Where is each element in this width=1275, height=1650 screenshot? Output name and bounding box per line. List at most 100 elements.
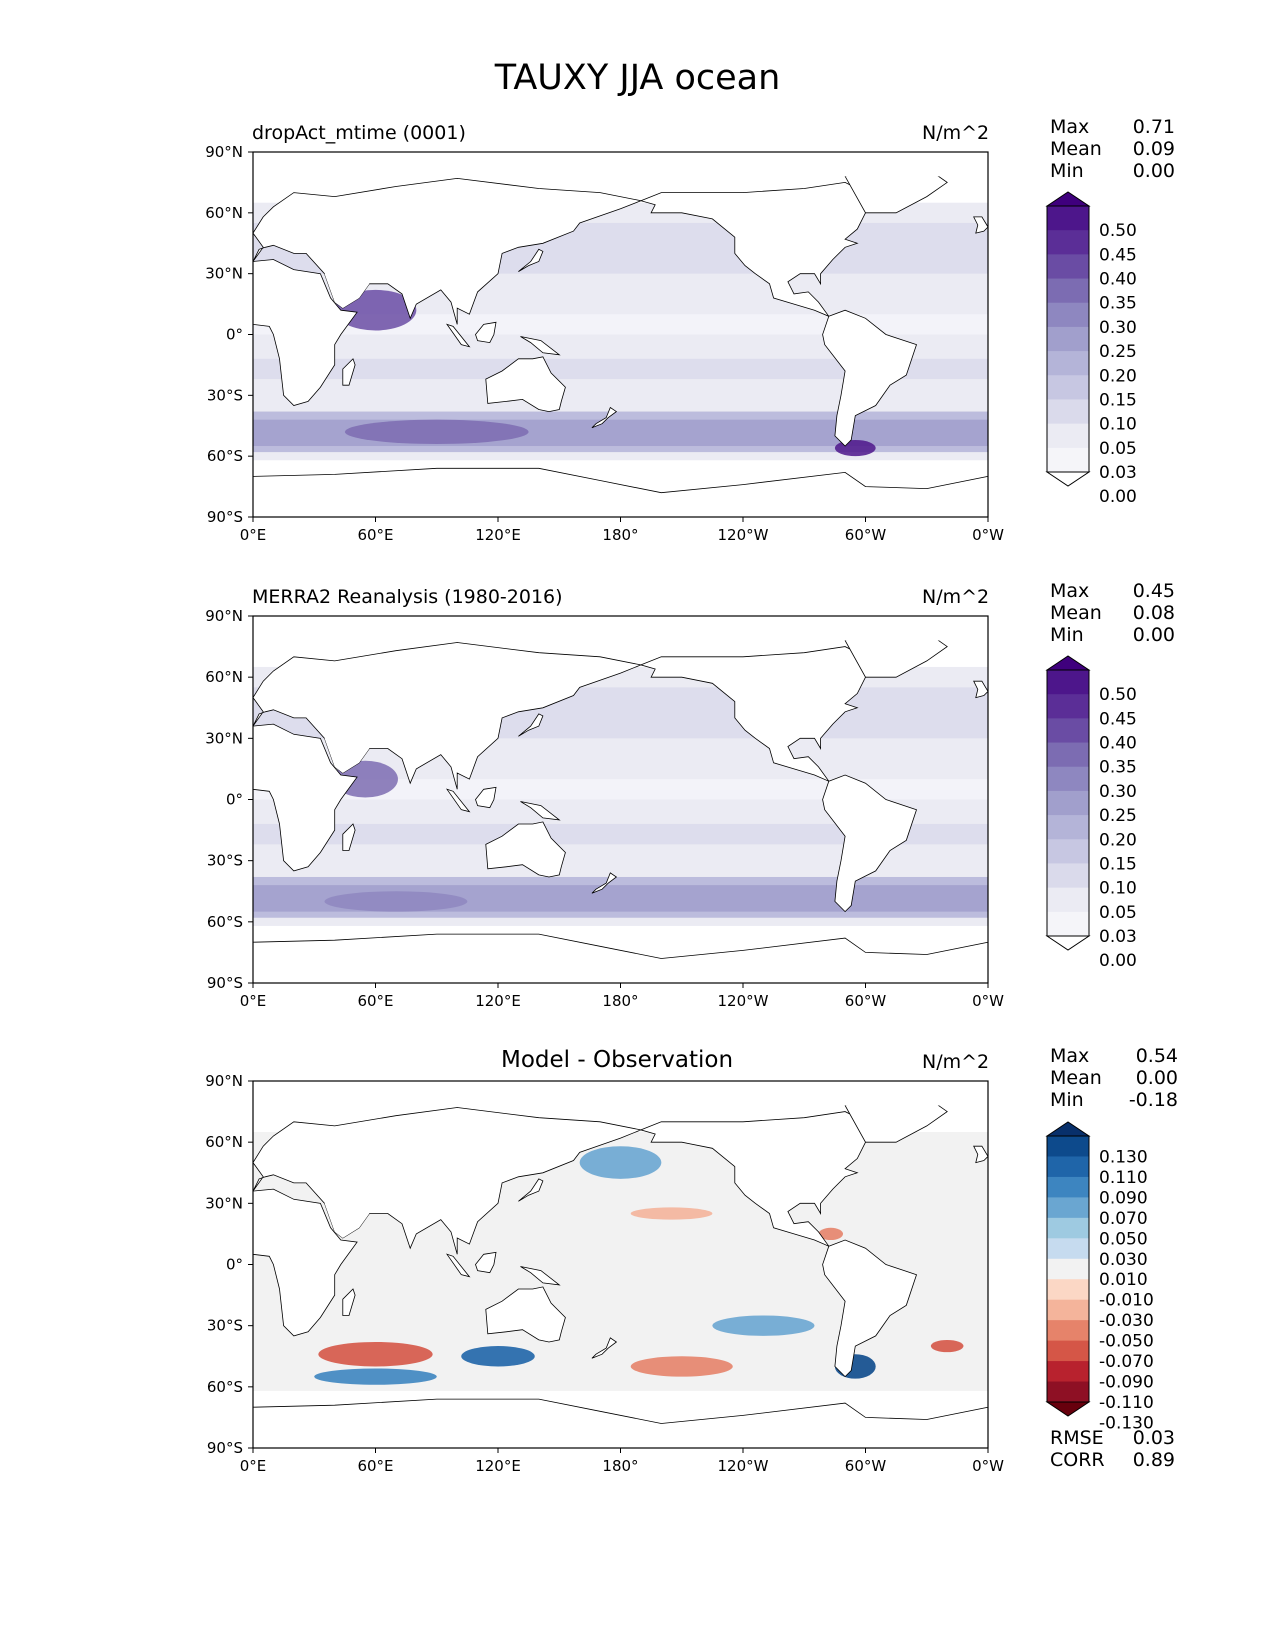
colorbar-segment: [1047, 1197, 1089, 1219]
colorbar-tick-label: 0.00: [1099, 487, 1137, 507]
south-pacific-positive: [712, 1315, 815, 1336]
borneo-land: [475, 786, 497, 809]
stat-max-value: 0.45: [1132, 580, 1175, 602]
uk-land: [973, 1145, 989, 1164]
corr-label: CORR: [1050, 1449, 1105, 1471]
stat-min-value: 0.00: [1132, 160, 1175, 182]
colorbar-tick-label: 0.110: [1099, 1168, 1148, 1188]
new-guinea-land: [520, 801, 561, 821]
lon-tick-label: 180°: [602, 526, 638, 544]
nz-land: [591, 1337, 618, 1359]
rmse-value: 0.03: [1132, 1427, 1175, 1449]
colorbar-extend-top: [1045, 655, 1091, 671]
colorbar-tick-label: 0.130: [1099, 1147, 1148, 1167]
panel-3-stat-values: 0.54 0.00 -0.18: [1110, 1045, 1178, 1111]
south-tropical-band: [253, 823, 988, 845]
sumatra-land: [445, 1253, 471, 1278]
colorbar-segment: [1047, 326, 1089, 352]
colorbar-tick-label: 0.10: [1099, 879, 1137, 899]
stat-mean-label: Mean: [1050, 602, 1102, 624]
rmse-label: RMSE: [1050, 1427, 1104, 1449]
colorbar-tick-label: 0.45: [1099, 709, 1137, 729]
s-america-land: [822, 309, 918, 447]
panel-1-title: dropAct_mtime (0001): [252, 122, 466, 144]
lon-tick-label: 60°E: [357, 992, 393, 1010]
south-pacific-negative: [630, 1356, 733, 1377]
colorbar-extend-top: [1045, 191, 1091, 207]
colorbar-tick-label: -0.070: [1099, 1352, 1154, 1372]
africa-land: [252, 259, 358, 406]
borneo-land: [475, 1251, 497, 1274]
colorbar-tick-label: 0.090: [1099, 1188, 1148, 1208]
colorbar-segment: [1047, 1258, 1089, 1280]
colorbar-tick-label: -0.050: [1099, 1332, 1154, 1352]
colorbar-tick-label: 0.20: [1099, 366, 1137, 386]
panel-1-colorbar: 0.50 0.45 0.40 0.35 0.30 0.25 0.20 0.15 0.10 0.05…: [1045, 191, 1137, 507]
south-tropical-band: [253, 358, 988, 380]
lon-tick-label: 180°: [602, 1457, 638, 1475]
colorbar-segment: [1047, 1238, 1089, 1260]
colorbar-tick-label: -0.130: [1099, 1413, 1154, 1433]
lat-tick-label: 30°N: [205, 265, 243, 283]
lat-tick-label: 60°S: [207, 1378, 243, 1396]
colorbar-segment: [1047, 670, 1089, 695]
colorbar-frame: [1046, 1135, 1090, 1403]
antarctica-land: [252, 467, 989, 518]
colorbar-segment: [1047, 351, 1089, 376]
panel-2-map: 0°E 60°E 120°E 180° 120°W 60°W 0°W 90°N 60°N 30°N…: [205, 607, 1004, 1010]
stat-mean-label: Mean: [1050, 138, 1102, 160]
borneo-land: [475, 321, 497, 344]
north-pacific-negative: [630, 1207, 713, 1220]
lon-tick-label: 60°E: [357, 1457, 393, 1475]
south-australia-positive: [461, 1346, 535, 1367]
panel-1-stat-labels: Max Mean Min: [1050, 116, 1102, 182]
colorbar-segment: [1047, 1217, 1089, 1239]
lon-tick-label: 0°W: [972, 1457, 1004, 1475]
africa-land: [252, 1188, 358, 1337]
madagascar-land: [342, 823, 356, 851]
new-guinea-land: [520, 1266, 561, 1286]
colorbar-tick-label: 0.00: [1099, 951, 1137, 971]
stat-max-label: Max: [1050, 1045, 1090, 1067]
uk-land: [973, 680, 989, 699]
lat-tick-label: 30°N: [205, 729, 243, 747]
colorbar-tick-label: 0.50: [1099, 221, 1137, 241]
colorbar-tick-label: 0.030: [1099, 1250, 1148, 1270]
colorbar-segment: [1047, 254, 1089, 280]
colorbar-segment: [1047, 694, 1089, 719]
japan-land: [518, 713, 544, 737]
panel-3-error-values: 0.03 0.89: [1120, 1427, 1175, 1471]
colorbar-tick-label: 0.25: [1099, 342, 1137, 362]
panel-1-units: N/m^2: [922, 122, 990, 144]
lat-tick-label: 0°: [226, 326, 243, 344]
north-pacific-positive: [579, 1146, 662, 1179]
lon-tick-label: 60°E: [357, 526, 393, 544]
panel-3-map: 0°E 60°E 120°E 180° 120°W 60°W 0°W 90°N 60°N 30°N…: [205, 1072, 1004, 1475]
japan-land: [518, 248, 544, 272]
stat-min-value: 0.00: [1132, 624, 1175, 646]
panel-2-colorbar: 0.50 0.45 0.40 0.35 0.30 0.25 0.20 0.15 0.10 0.05…: [1045, 655, 1137, 971]
colorbar-segment: [1047, 399, 1089, 425]
colorbar-segment: [1047, 863, 1089, 889]
south-indian-negative: [318, 1341, 433, 1367]
colorbar-extend-top: [1045, 1121, 1091, 1137]
colorbar-segment: [1047, 1136, 1089, 1157]
panel-2-stat-values: 0.45 0.08 0.00: [1120, 580, 1175, 646]
stat-min-value: -0.18: [1128, 1089, 1178, 1111]
stat-mean-label: Mean: [1050, 1067, 1102, 1089]
colorbar-extend-bottom: [1045, 1401, 1091, 1417]
lon-tick-label: 0°W: [972, 992, 1004, 1010]
arabia-fill-land: [324, 738, 370, 773]
lon-tick-label: 120°E: [475, 992, 521, 1010]
lat-tick-label: 0°: [226, 791, 243, 809]
lon-tick-label: 0°E: [240, 526, 267, 544]
colorbar-tick-label: 0.03: [1099, 927, 1137, 947]
colorbar-segment: [1047, 278, 1089, 304]
stat-min-label: Min: [1050, 1089, 1084, 1111]
lat-tick-label: 30°N: [205, 1194, 243, 1212]
lon-tick-label: 120°E: [475, 1457, 521, 1475]
south-indian-jet: [324, 891, 468, 912]
colorbar-tick-label: 0.30: [1099, 782, 1137, 802]
arctic-mask: [253, 152, 988, 177]
southern-ocean-positive: [314, 1368, 437, 1385]
